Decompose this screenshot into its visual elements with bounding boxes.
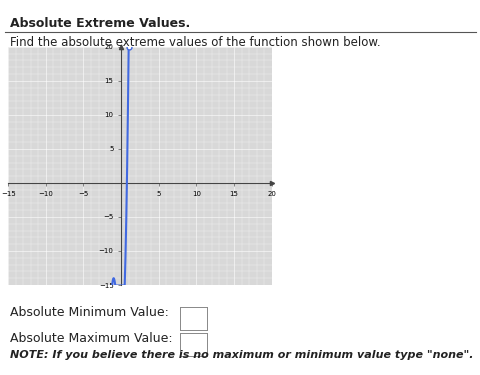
Text: NOTE: If you believe there is no maximum or minimum value type "none".: NOTE: If you believe there is no maximum… [10,350,472,360]
Text: Find the absolute extreme values of the function shown below.: Find the absolute extreme values of the … [10,36,380,49]
Text: Absolute Maximum Value:: Absolute Maximum Value: [10,332,172,345]
Text: Absolute Extreme Values.: Absolute Extreme Values. [10,17,190,30]
Text: Absolute Minimum Value:: Absolute Minimum Value: [10,306,168,319]
